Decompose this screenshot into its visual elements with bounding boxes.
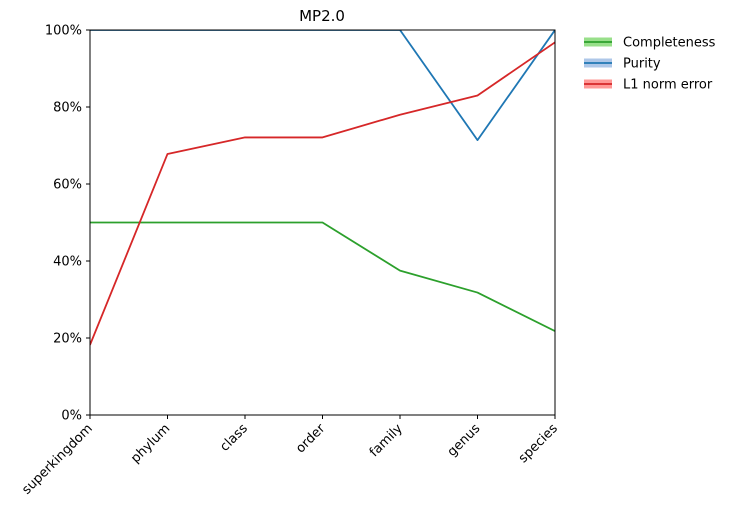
y-tick-label: 60% <box>53 178 82 193</box>
series-line-completeness <box>90 221 555 332</box>
x-tick-label: genus <box>445 421 484 460</box>
legend-label-completeness: Completeness <box>623 36 716 51</box>
legend: Completeness Purity L1 norm error <box>584 36 716 93</box>
x-tick-label: family <box>367 421 406 460</box>
x-tick-label: order <box>293 421 329 457</box>
y-tick-label: 20% <box>53 332 82 347</box>
y-tick-label: 80% <box>53 101 82 116</box>
legend-label-purity: Purity <box>623 57 661 72</box>
x-tick-label: superkingdom <box>19 421 95 497</box>
y-tick-label: 100% <box>45 24 82 39</box>
legend-label-l1-norm-error: L1 norm error <box>623 78 713 93</box>
x-tick-label: class <box>217 421 251 455</box>
y-tick-label: 0% <box>61 409 82 424</box>
x-tick-label: species <box>516 421 561 466</box>
x-tick-label: phylum <box>128 421 173 466</box>
series-layer <box>90 30 555 346</box>
series-line-purity <box>90 30 555 142</box>
y-tick-label: 40% <box>53 255 82 270</box>
chart-title: MP2.0 <box>299 7 345 25</box>
series-line-l1-norm-error <box>90 41 555 346</box>
